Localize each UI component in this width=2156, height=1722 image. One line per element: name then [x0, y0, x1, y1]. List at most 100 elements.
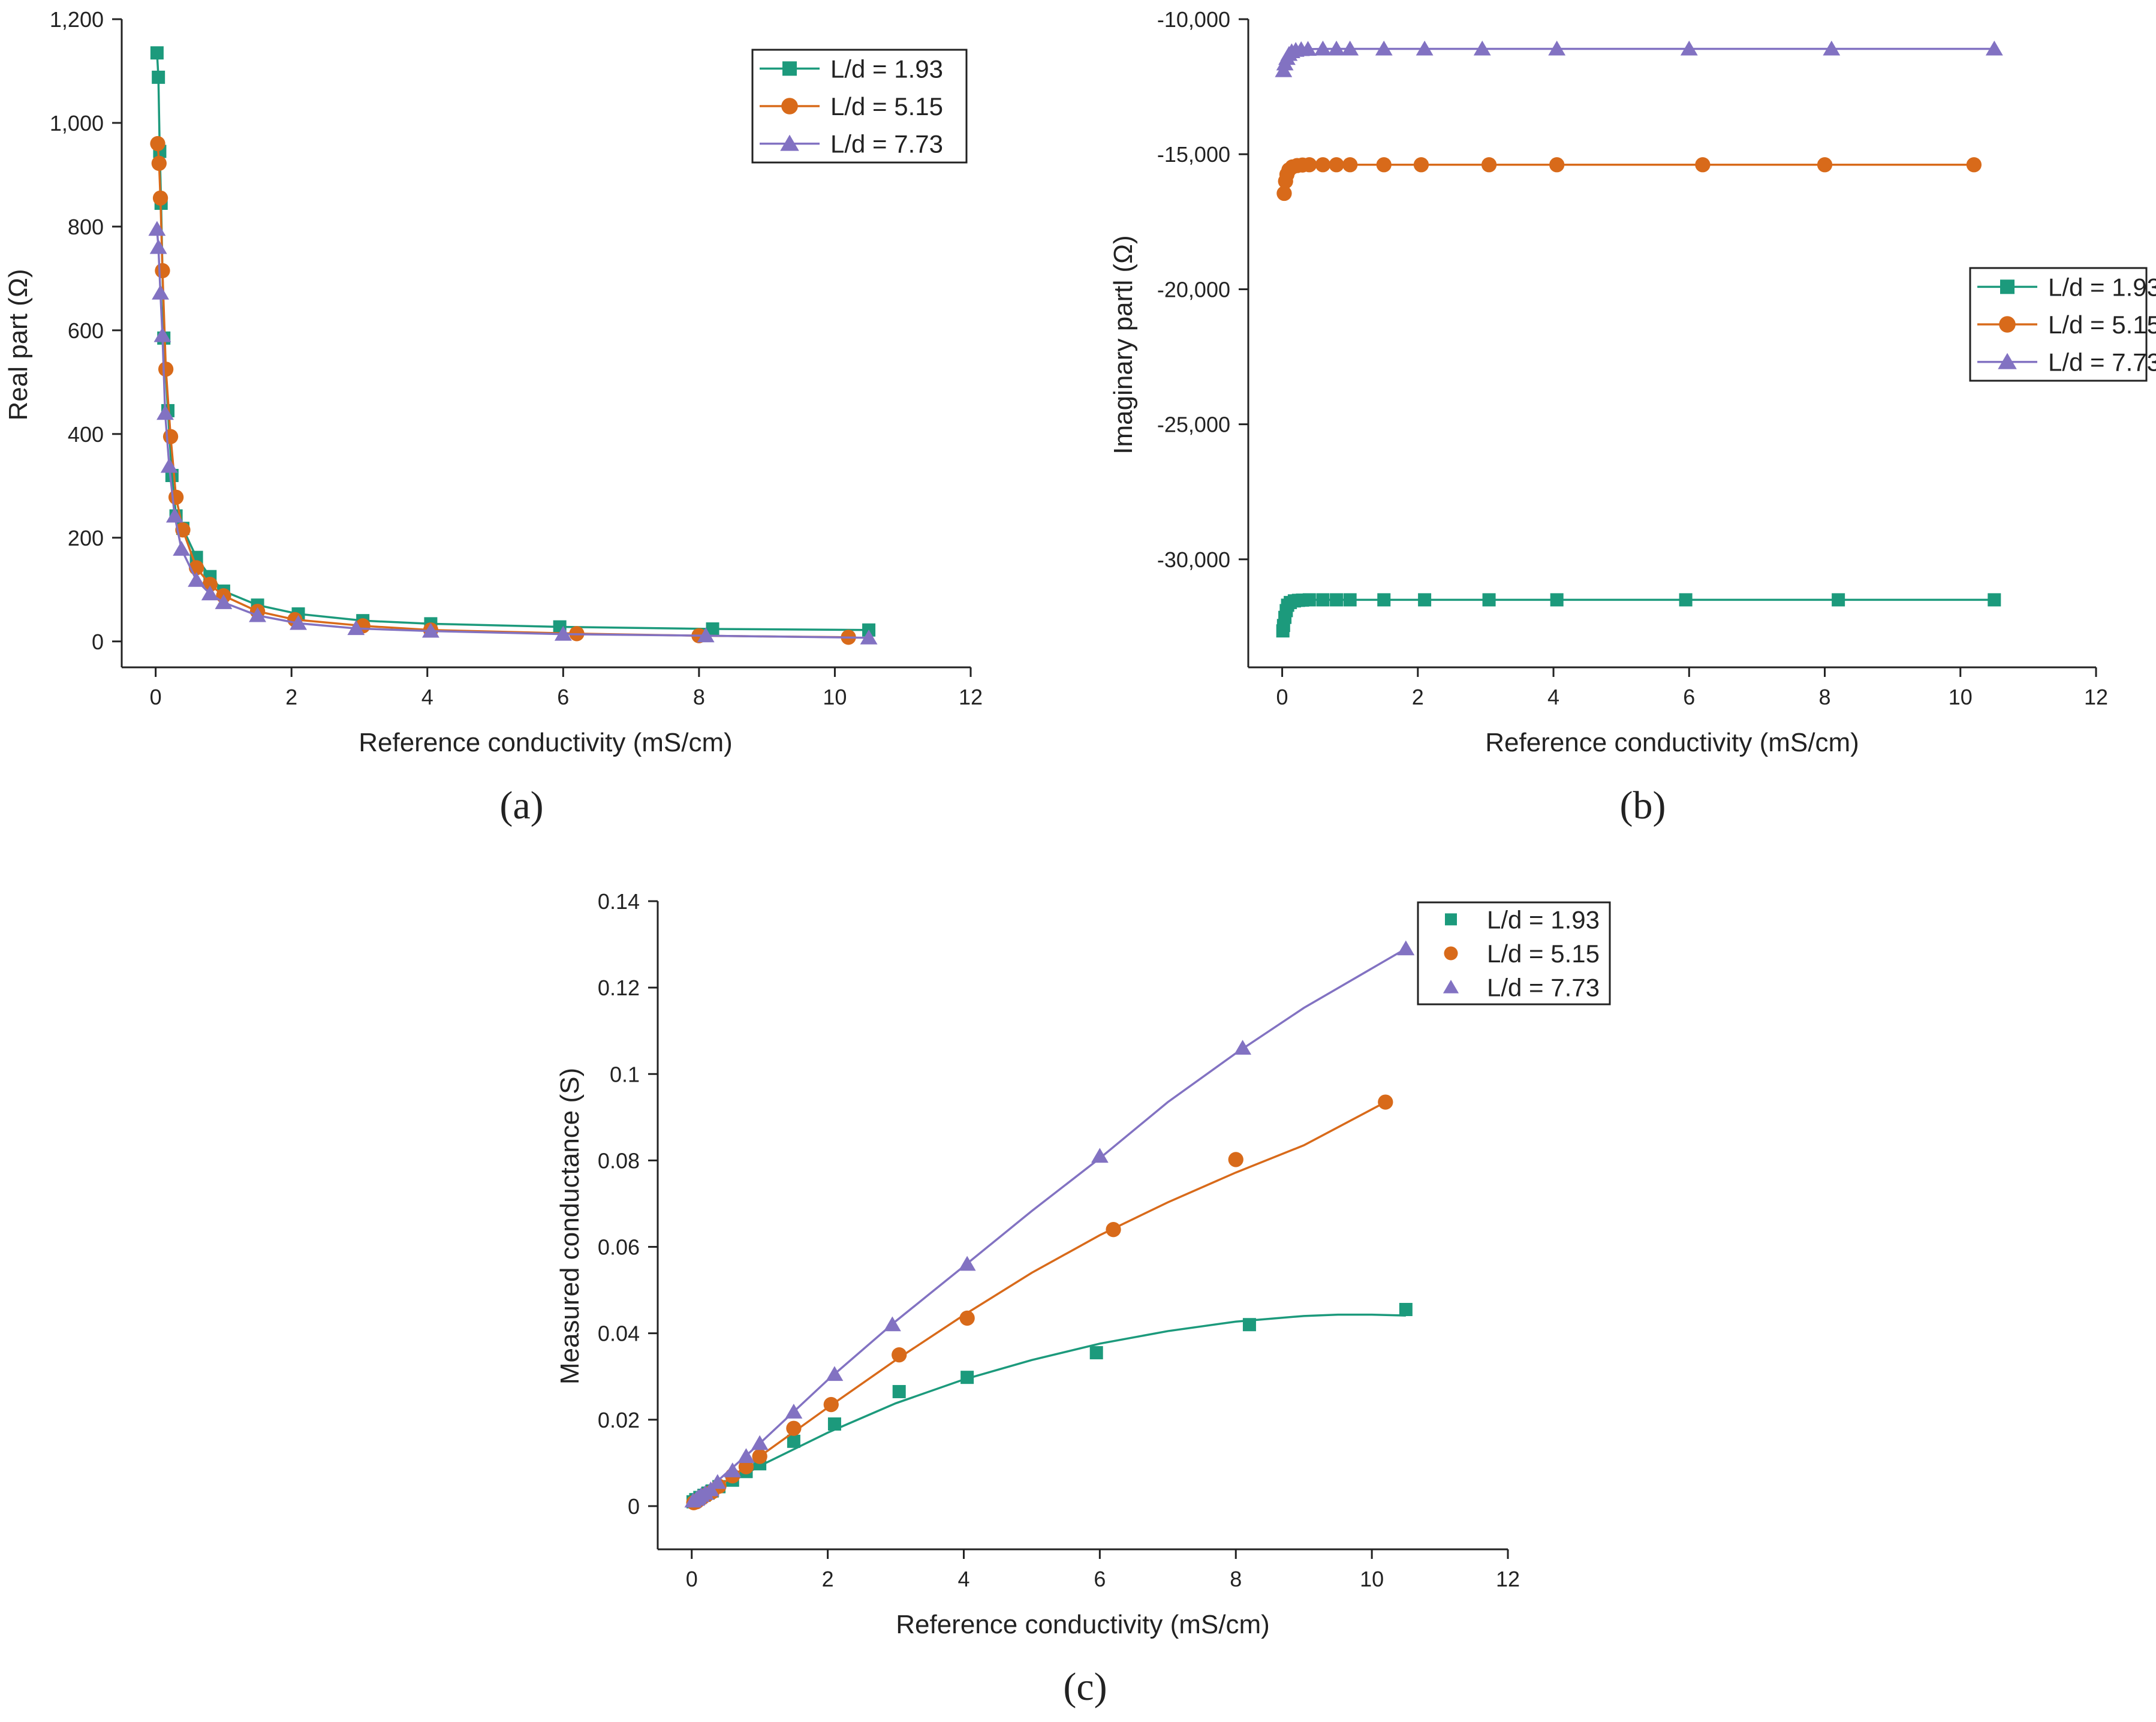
- x-tick-label: 10: [1360, 1567, 1384, 1591]
- legend-marker: [1444, 946, 1458, 961]
- x-tick-label: 8: [1819, 685, 1831, 709]
- y-tick-label: 0.08: [598, 1148, 640, 1173]
- legend-label: L/d = 7.73: [2048, 348, 2156, 377]
- data-point: [751, 1435, 769, 1450]
- data-point: [148, 221, 166, 236]
- x-tick-label: 6: [557, 685, 569, 709]
- data-point: [959, 1310, 975, 1326]
- data-point: [249, 607, 266, 622]
- data-point: [1378, 1094, 1393, 1110]
- data-point: [1343, 593, 1357, 607]
- data-point: [785, 1404, 803, 1419]
- data-point: [1316, 593, 1330, 607]
- data-point: [827, 1417, 841, 1431]
- data-point: [202, 576, 218, 592]
- y-tick-label: 0: [628, 1494, 640, 1519]
- x-tick-label: 2: [285, 685, 297, 709]
- x-tick-label: 12: [1496, 1567, 1520, 1591]
- y-tick-label: -30,000: [1157, 547, 1230, 572]
- data-point: [1832, 593, 1845, 607]
- x-axis-label: Reference conductivity (mS/cm): [1485, 728, 1859, 757]
- fit-line: [691, 1313, 1406, 1505]
- data-point: [188, 571, 206, 587]
- y-tick-label: 600: [68, 318, 104, 343]
- y-tick-label: 0.02: [598, 1408, 640, 1432]
- x-axis-label: Reference conductivity (mS/cm): [896, 1610, 1270, 1639]
- panel-a-chart: 0 2 4 6 8 10 12 0 200 400 600 800 1,000 1,200 Referenc…: [4, 7, 983, 827]
- data-point: [554, 625, 572, 641]
- y-tick-label: 0.1: [610, 1062, 640, 1086]
- data-point: [150, 136, 165, 152]
- legend-marker: [782, 61, 797, 76]
- x-tick-label: 4: [1547, 685, 1559, 709]
- data-point: [152, 70, 165, 84]
- data-point: [1242, 1318, 1256, 1332]
- data-point: [1377, 593, 1391, 607]
- data-point: [1482, 593, 1496, 607]
- data-point: [201, 585, 219, 601]
- data-point: [1089, 1346, 1103, 1360]
- data-point: [706, 622, 719, 636]
- data-point: [1988, 593, 2001, 607]
- legend: L/d = 1.93 L/d = 5.15 L/d = 7.73: [1969, 267, 2156, 382]
- data-point: [1817, 157, 1833, 173]
- legend-marker: [1445, 913, 1457, 926]
- y-tick-label: -25,000: [1157, 413, 1230, 437]
- panel-c-chart: 0 2 4 6 8 10 12 0 0.02 0.04 0.06 0.08 0.1 0.12 0.14 Ref…: [555, 889, 1611, 1709]
- panel-label: (b): [1620, 784, 1666, 827]
- y-tick-label: 400: [68, 422, 104, 447]
- series-2: [1276, 157, 1982, 201]
- x-axis-label: Reference conductivity (mS/cm): [359, 728, 733, 757]
- data-point: [1985, 40, 2003, 56]
- data-point: [1276, 185, 1292, 201]
- data-point: [1329, 157, 1344, 173]
- data-point: [156, 405, 174, 420]
- data-point: [155, 263, 170, 279]
- x-tick-label: 12: [959, 685, 983, 709]
- data-point: [958, 1256, 976, 1271]
- data-point: [709, 1474, 727, 1489]
- data-point: [1823, 40, 1841, 56]
- legend-label: L/d = 7.73: [1487, 974, 1600, 1002]
- panel-b-chart: 0 2 4 6 8 10 12 -30,000 -25,000 -20,000 -15,000 -10…: [1109, 7, 2156, 827]
- data-point: [1302, 157, 1317, 173]
- data-point: [1302, 593, 1316, 607]
- data-point: [1679, 593, 1693, 607]
- series-line: [156, 229, 869, 639]
- data-point: [724, 1462, 742, 1477]
- data-point: [823, 1396, 839, 1413]
- legend-label: L/d = 5.15: [2048, 311, 2156, 339]
- series-3: [148, 221, 878, 645]
- x-tick-label: 0: [150, 685, 162, 709]
- panel-label: (c): [1063, 1665, 1107, 1709]
- y-axis-label: Real part (Ω): [4, 269, 33, 421]
- fit-line: [691, 947, 1407, 1505]
- data-point: [421, 622, 439, 638]
- data-point: [152, 190, 168, 206]
- data-point: [1550, 593, 1564, 607]
- data-point: [1342, 157, 1358, 173]
- legend-marker: [1443, 980, 1459, 994]
- x-tick-label: 6: [1683, 685, 1695, 709]
- legend-marker: [1998, 353, 2017, 369]
- data-point: [1473, 40, 1491, 56]
- fit-line: [691, 1101, 1386, 1507]
- data-point: [1418, 593, 1432, 607]
- legend-label: L/d = 5.15: [830, 92, 943, 121]
- data-point: [860, 629, 878, 645]
- data-point: [786, 1420, 802, 1436]
- data-point: [1315, 157, 1331, 173]
- data-point: [737, 1448, 755, 1464]
- y-tick-label: 800: [68, 215, 104, 239]
- data-point: [1314, 40, 1332, 56]
- data-point: [153, 327, 171, 342]
- data-point: [1106, 1222, 1121, 1238]
- x-tick-label: 10: [823, 685, 847, 709]
- y-tick-label: 0.14: [598, 889, 640, 914]
- legend-marker: [781, 98, 798, 115]
- data-point: [1549, 157, 1565, 173]
- series-3: [1275, 40, 2003, 77]
- legend: L/d = 1.93 L/d = 5.15 L/d = 7.73: [751, 49, 968, 164]
- y-tick-label: 200: [68, 526, 104, 550]
- y-tick-label: 1,200: [50, 7, 104, 32]
